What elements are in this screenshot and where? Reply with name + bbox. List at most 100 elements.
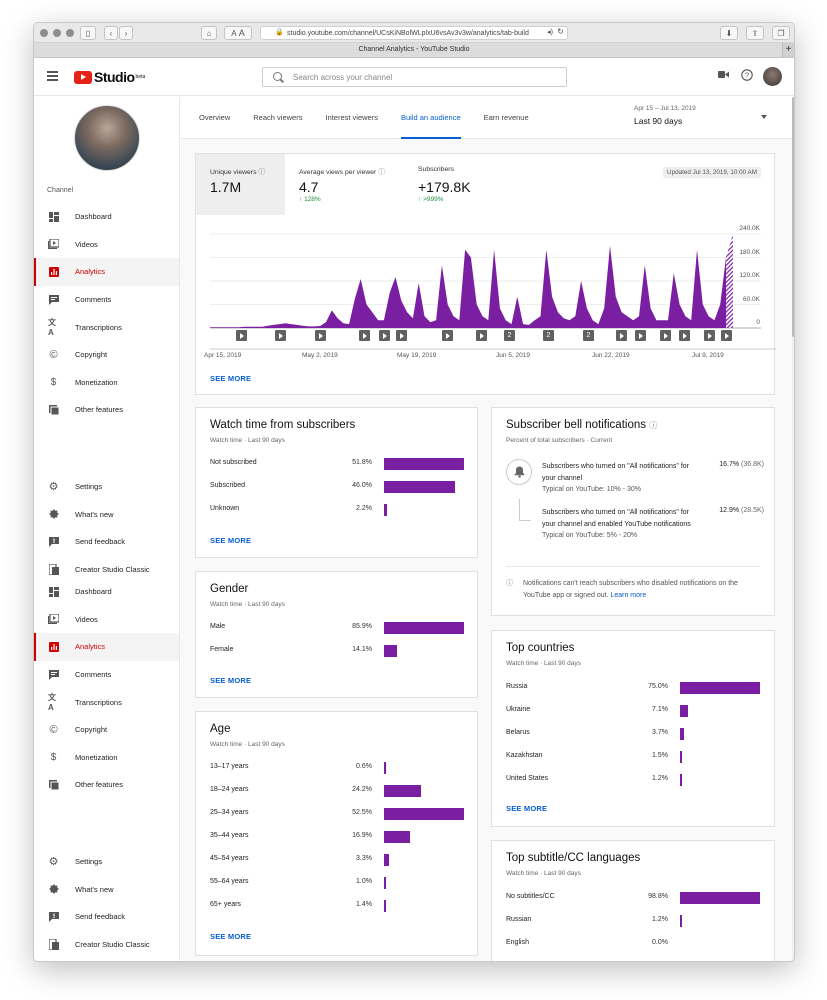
bar-label: Unknown (210, 505, 240, 512)
sidebar-nav-repeat: Dashboard Videos Analytics Comments 文A Tr… (34, 578, 179, 799)
video-marker[interactable] (315, 330, 326, 341)
learn-more-link[interactable]: Learn more (610, 591, 647, 599)
browser-toolbar: ▯ ‹ › ⌂ A A 🔒 studio.youtube.com/channel… (34, 23, 794, 43)
sidebar-item-transcriptions[interactable]: 文A Transcriptions (34, 688, 179, 716)
downloads-icon[interactable]: ⬇ (720, 26, 738, 40)
see-more-button[interactable]: SEE MORE (210, 676, 252, 685)
see-more-button[interactable]: SEE MORE (210, 374, 252, 383)
studio-logo[interactable]: Studio beta (74, 69, 145, 85)
sidebar-item-other-features[interactable]: Other features (34, 771, 179, 799)
forward-icon[interactable]: › (119, 26, 133, 40)
copyright-icon: © (49, 348, 58, 361)
sidebar-item-videos[interactable]: Videos (34, 606, 179, 634)
analytics-icon (48, 641, 59, 652)
comments-icon (48, 669, 59, 680)
share-icon[interactable]: ⇪ (746, 26, 764, 40)
video-marker[interactable] (236, 330, 247, 341)
bar-row: 35–44 years 16.9% (210, 831, 465, 843)
feedback-icon (48, 536, 59, 547)
video-marker[interactable]: 2 (504, 330, 515, 341)
sidebar-item-comments[interactable]: Comments (34, 286, 179, 314)
see-more-button[interactable]: SEE MORE (506, 804, 548, 813)
date-range-picker[interactable]: Apr 15 – Jul 13, 2019 Last 90 days (634, 105, 696, 126)
video-marker[interactable] (442, 330, 453, 341)
sidebar-item-monetization[interactable]: $ Monetization (34, 744, 179, 772)
tab-reach-viewers[interactable]: Reach viewers (253, 113, 303, 122)
card-subtitle: Percent of total subscribers · Current (506, 437, 613, 444)
video-marker[interactable] (721, 330, 732, 341)
bar-percent: 75.0% (648, 683, 668, 690)
card-subtitle: Watch time · Last 90 days (210, 601, 285, 608)
sidebar-item-creator-studio-classic[interactable]: Creator Studio Classic (34, 556, 179, 584)
sidebar-item-send-feedback[interactable]: Send feedback (34, 528, 179, 556)
sidebar-item-settings[interactable]: ⚙ Settings (34, 473, 179, 501)
channel-avatar[interactable] (74, 105, 140, 171)
chevron-down-icon[interactable] (761, 115, 767, 119)
sidebar-item-whats-new[interactable]: What's new (34, 501, 179, 529)
video-marker[interactable] (275, 330, 286, 341)
new-tab-icon[interactable]: + (782, 43, 794, 57)
search-input[interactable]: Search across your channel (262, 67, 567, 87)
audio-icon[interactable]: ◂) (547, 29, 553, 36)
tab-build-an-audience[interactable]: Build an audience (400, 97, 461, 139)
video-marker[interactable] (379, 330, 390, 341)
sidebar-item-copyright[interactable]: © Copyright (34, 716, 179, 744)
video-marker[interactable] (616, 330, 627, 341)
y-tick-label: 0 (756, 319, 760, 326)
menu-icon[interactable] (47, 71, 58, 83)
scrollbar[interactable] (792, 97, 794, 961)
tab-earn-revenue[interactable]: Earn revenue (483, 113, 529, 122)
sidebar-item-other-features[interactable]: Other features (34, 396, 179, 424)
tabs-overview-icon[interactable]: ❐ (772, 26, 790, 40)
metric-unique-viewers[interactable]: Unique viewers ⓘ 1.7M (196, 154, 285, 215)
sidebar-item-analytics[interactable]: Analytics (34, 633, 179, 661)
bell-note: Notifications can't reach subscribers wh… (523, 580, 738, 599)
video-marker[interactable] (635, 330, 646, 341)
see-more-button[interactable]: SEE MORE (210, 536, 252, 545)
bar-label: Russia (506, 683, 528, 690)
bar-percent: 14.1% (352, 646, 372, 653)
window-controls[interactable] (40, 29, 74, 37)
video-marker[interactable] (359, 330, 370, 341)
sidebar-item-monetization[interactable]: $ Monetization (34, 369, 179, 397)
card-subtitle: Watch time · Last 90 days (210, 741, 285, 748)
bar-percent: 1.4% (356, 901, 372, 908)
back-icon[interactable]: ‹ (104, 26, 118, 40)
bar-percent: 1.0% (356, 878, 372, 885)
video-marker[interactable] (476, 330, 487, 341)
address-bar[interactable]: 🔒 studio.youtube.com/channel/UCsKiNBolWL… (260, 26, 568, 40)
sidebar-item-dashboard[interactable]: Dashboard (34, 578, 179, 606)
sidebar-item-dashboard[interactable]: Dashboard (34, 203, 179, 231)
sidebar-item-analytics[interactable]: Analytics (34, 258, 179, 286)
account-avatar[interactable] (763, 67, 782, 86)
main-content: Overview Reach viewers Interest viewers … (181, 97, 794, 961)
help-icon[interactable]: ? (741, 69, 753, 84)
sidebar-item-videos[interactable]: Videos (34, 231, 179, 259)
sidebar-item-settings[interactable]: ⚙ Settings (34, 848, 179, 876)
dashboard-icon (48, 211, 59, 222)
see-more-button[interactable]: SEE MORE (210, 932, 252, 941)
video-marker[interactable] (679, 330, 690, 341)
video-marker[interactable] (396, 330, 407, 341)
video-marker[interactable]: 2 (583, 330, 594, 341)
video-marker[interactable] (704, 330, 715, 341)
sidebar-toggle-icon[interactable]: ▯ (80, 26, 96, 40)
sidebar-item-send-feedback[interactable]: Send feedback (34, 903, 179, 931)
metric-subscribers[interactable]: Subscribers +179.8K ↑ >999% (418, 154, 518, 215)
video-marker[interactable] (660, 330, 671, 341)
browser-tab[interactable]: Channel Analytics - YouTube Studio + (34, 43, 794, 58)
sidebar-item-transcriptions[interactable]: 文A Transcriptions (34, 313, 179, 341)
tab-interest-viewers[interactable]: Interest viewers (325, 113, 378, 122)
sidebar-item-whats-new[interactable]: What's new (34, 876, 179, 904)
sidebar-item-creator-studio-classic[interactable]: Creator Studio Classic (34, 931, 179, 959)
reader-text-size[interactable]: A A (224, 26, 252, 40)
video-marker[interactable]: 2 (543, 330, 554, 341)
create-video-icon[interactable] (718, 70, 729, 82)
sidebar-item-label: Other features (75, 780, 123, 790)
sidebar-item-comments[interactable]: Comments (34, 661, 179, 689)
home-icon[interactable]: ⌂ (201, 26, 217, 40)
reload-icon[interactable]: ↻ (557, 27, 564, 36)
tab-overview[interactable]: Overview (199, 113, 231, 122)
metric-avg-views[interactable]: Average views per viewer ⓘ 4.7 ↑ 128% (285, 154, 403, 215)
sidebar-item-copyright[interactable]: © Copyright (34, 341, 179, 369)
